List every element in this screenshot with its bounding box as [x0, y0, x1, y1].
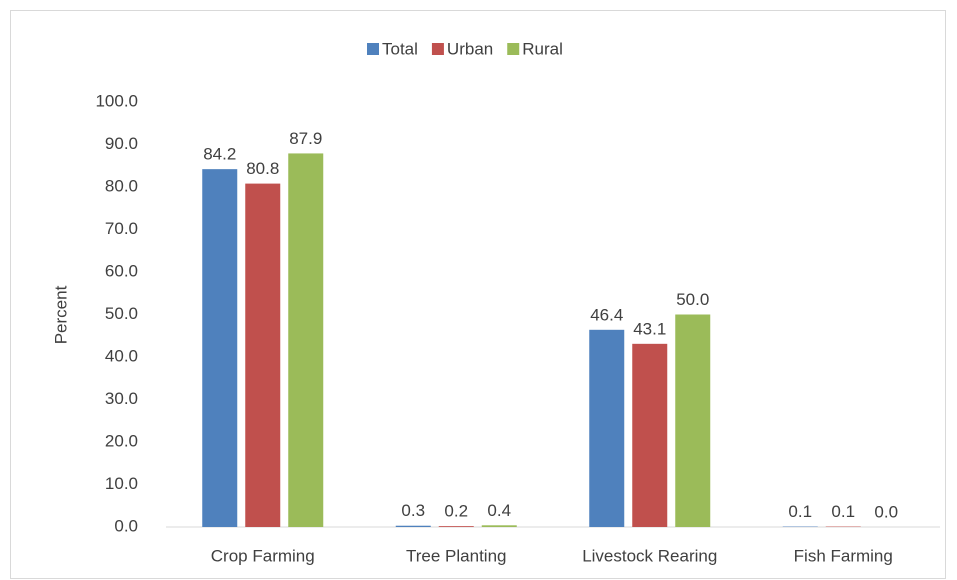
data-label: 0.0: [874, 502, 898, 521]
x-tick-label: Livestock Rearing: [582, 546, 717, 565]
data-label: 43.1: [633, 319, 666, 338]
y-tick-label: 40.0: [105, 346, 138, 365]
data-label: 0.3: [401, 501, 425, 520]
legend-label: Total: [382, 39, 418, 58]
x-tick-label: Crop Farming: [211, 546, 315, 565]
x-tick-label: Fish Farming: [794, 546, 893, 565]
legend-label: Rural: [522, 39, 563, 58]
bar: [589, 329, 625, 527]
y-tick-label: 0.0: [114, 516, 138, 535]
legend-label: Urban: [447, 39, 493, 58]
bar: [245, 183, 281, 527]
legend-swatch: [367, 43, 379, 55]
y-tick-label: 60.0: [105, 261, 138, 280]
legend-swatch: [507, 43, 520, 55]
y-tick-label: 100.0: [95, 91, 138, 110]
bar: [438, 526, 474, 527]
y-tick-label: 50.0: [105, 304, 138, 323]
data-label: 0.4: [487, 501, 511, 520]
y-tick-label: 90.0: [105, 134, 138, 153]
data-label: 84.2: [203, 145, 236, 164]
bar: [395, 525, 431, 527]
y-axis-title: Percent: [51, 285, 70, 344]
data-label: 87.9: [289, 129, 322, 148]
bar: [481, 525, 517, 527]
y-tick-label: 30.0: [105, 389, 138, 408]
bar: [632, 343, 668, 527]
legend-swatch: [431, 43, 444, 55]
x-tick-label: Tree Planting: [406, 546, 506, 565]
data-label: 0.1: [831, 502, 855, 521]
data-label: 50.0: [676, 290, 709, 309]
bar: [675, 314, 711, 527]
bar: [202, 169, 238, 527]
data-label: 80.8: [246, 159, 279, 178]
data-label: 0.1: [788, 502, 812, 521]
data-label: 46.4: [590, 305, 623, 324]
bar: [288, 153, 324, 528]
y-tick-label: 20.0: [105, 431, 138, 450]
y-tick-label: 70.0: [105, 219, 138, 238]
data-label: 0.2: [444, 502, 468, 521]
chart-frame: [10, 10, 946, 579]
y-tick-label: 80.0: [105, 176, 138, 195]
y-tick-label: 10.0: [105, 474, 138, 493]
